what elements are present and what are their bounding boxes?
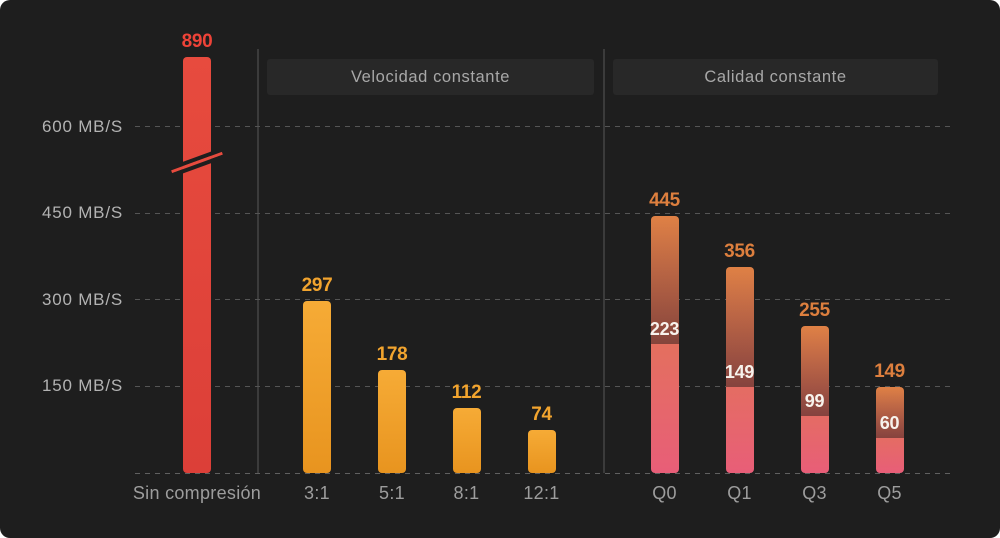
y-axis-label-150: 150 MB/S: [41, 376, 123, 396]
bar-upper-segment-q5: [875, 386, 904, 439]
y-axis-label-450: 450 MB/S: [41, 203, 123, 223]
section-header-calidad-constante: Calidad constante: [613, 59, 938, 95]
bar-q1: [725, 267, 754, 473]
x-axis-label-8-1: 8:1: [453, 483, 480, 503]
inner-value-label-q5: 60: [879, 413, 900, 434]
bar-value-label-q3: 255: [799, 299, 830, 321]
inner-value-label-q0: 223: [649, 319, 680, 340]
x-axis-baseline: [135, 472, 950, 474]
bar-3-1: [303, 301, 331, 473]
bar-value-label-12-1: 74: [531, 404, 552, 426]
x-axis-label-sin-compresion: Sin compresión: [132, 483, 262, 503]
section-header-label: Velocidad constante: [350, 67, 511, 86]
bar-value-label-8-1: 112: [451, 382, 482, 404]
bar-upper-segment-q0: [650, 216, 679, 345]
bar-value-label-3-1: 297: [301, 275, 333, 297]
gridline-150: [135, 385, 950, 387]
gridline-450: [135, 212, 950, 214]
bar-12-1: [527, 430, 556, 473]
section-separator-right: [603, 49, 605, 473]
inner-value-label-q1: 149: [724, 361, 755, 382]
x-axis-label-5-1: 5:1: [379, 483, 405, 503]
bar-value-label-5-1: 178: [376, 344, 408, 366]
x-axis-label-3-1: 3:1: [304, 483, 330, 503]
bar-q5: [875, 386, 904, 473]
section-header-label: Calidad constante: [704, 67, 847, 86]
bar-q0: [650, 216, 679, 473]
bar-value-label-sin-compresion: 890: [181, 31, 213, 52]
bar-q3: [800, 325, 829, 473]
x-axis-label-q3: Q3: [802, 483, 827, 503]
section-header-velocidad-constante: Velocidad constante: [267, 59, 594, 95]
x-axis-label-12-1: 12:1: [523, 483, 560, 503]
bar-sin-compresion: [183, 57, 211, 473]
bar-value-label-q5: 149: [874, 360, 905, 382]
bar-value-label-q0: 445: [649, 190, 680, 211]
bar-5-1: [378, 370, 406, 473]
bar-8-1: [452, 408, 481, 473]
bar-upper-segment-q3: [800, 325, 829, 416]
x-axis-label-q5: Q5: [877, 483, 902, 503]
y-axis-label-300: 300 MB/S: [41, 289, 123, 309]
gridline-600: [135, 126, 950, 127]
gridline-300: [135, 299, 950, 301]
inner-value-label-q3: 99: [804, 390, 825, 411]
bar-value-label-q1: 356: [724, 241, 755, 263]
bar-upper-segment-q1: [725, 267, 754, 387]
x-axis-label-q1: Q1: [727, 483, 752, 503]
section-separator-left: [257, 49, 259, 473]
x-axis-label-q0: Q0: [652, 483, 677, 503]
y-axis-label-600: 600 MB/S: [41, 116, 123, 136]
